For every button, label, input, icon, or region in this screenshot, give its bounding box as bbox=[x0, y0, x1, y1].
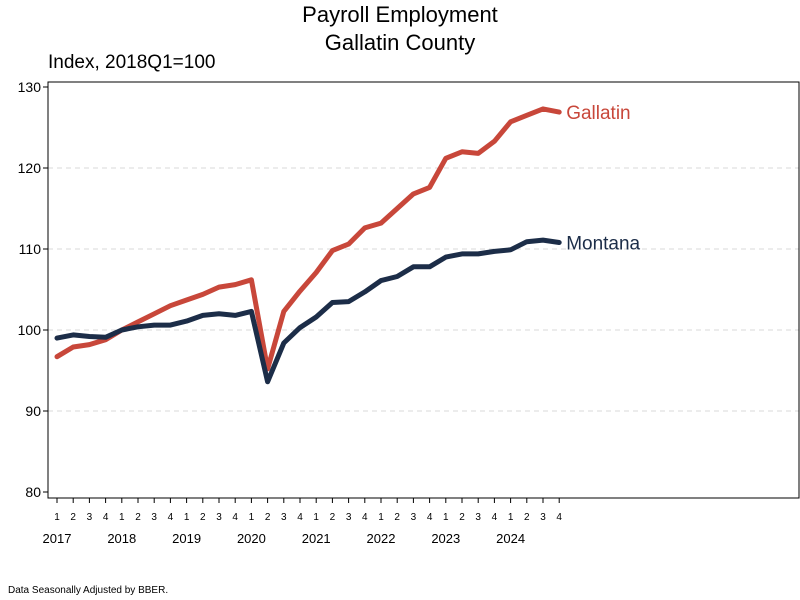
x-tick-label: 2 bbox=[135, 512, 141, 523]
x-tick-label: 3 bbox=[216, 512, 222, 523]
x-tick-label: 4 bbox=[232, 512, 238, 523]
y-tick-label: 100 bbox=[18, 322, 42, 338]
year-label: 2021 bbox=[302, 531, 331, 546]
x-tick-label: 2 bbox=[265, 512, 271, 523]
x-tick-label: 1 bbox=[249, 512, 255, 523]
series-lines bbox=[54, 106, 562, 385]
year-label: 2022 bbox=[367, 531, 396, 546]
chart-title: Payroll Employment bbox=[302, 2, 498, 27]
x-tick-label: 2 bbox=[200, 512, 206, 523]
series-line-montana bbox=[54, 237, 562, 385]
x-tick-label: 3 bbox=[411, 512, 417, 523]
y-tick-label: 120 bbox=[18, 160, 42, 176]
x-tick-label: 1 bbox=[313, 512, 319, 523]
x-tick-label: 4 bbox=[168, 512, 174, 523]
series-line-gallatin bbox=[54, 106, 562, 372]
year-label: 2019 bbox=[172, 531, 201, 546]
x-tick-label: 1 bbox=[184, 512, 190, 523]
series-label-gallatin: Gallatin bbox=[566, 103, 630, 124]
x-tick-label: 4 bbox=[492, 512, 498, 523]
footnote: Data Seasonally Adjusted by BBER. bbox=[8, 585, 169, 596]
x-tick-label: 3 bbox=[151, 512, 157, 523]
x-tick-label: 1 bbox=[443, 512, 449, 523]
y-tick-label: 90 bbox=[25, 403, 41, 419]
year-label: 2024 bbox=[496, 531, 525, 546]
plot-area bbox=[47, 81, 800, 499]
gridlines bbox=[48, 167, 799, 412]
y-axis-label: Index, 2018Q1=100 bbox=[48, 52, 216, 73]
x-tick-label: 4 bbox=[362, 512, 368, 523]
x-tick-label: 1 bbox=[54, 512, 60, 523]
series-labels: Gallatin Montana bbox=[566, 103, 640, 254]
x-tick-label: 2 bbox=[459, 512, 465, 523]
chart-subtitle: Gallatin County bbox=[324, 30, 476, 55]
x-tick-label: 3 bbox=[87, 512, 93, 523]
x-tick-label: 2 bbox=[330, 512, 336, 523]
x-tick-label: 3 bbox=[540, 512, 546, 523]
x-tick-label: 3 bbox=[475, 512, 481, 523]
x-tick-label: 4 bbox=[103, 512, 109, 523]
x-tick-label: 1 bbox=[378, 512, 384, 523]
x-tick-label: 1 bbox=[508, 512, 514, 523]
x-tick-label: 4 bbox=[427, 512, 433, 523]
year-label: 2017 bbox=[43, 531, 72, 546]
series-label-montana: Montana bbox=[566, 234, 640, 255]
year-label: 2020 bbox=[237, 531, 266, 546]
x-tick-label: 2 bbox=[524, 512, 530, 523]
x-tick-label: 3 bbox=[281, 512, 287, 523]
x-tick-label: 4 bbox=[297, 512, 303, 523]
x-tick-label: 4 bbox=[556, 512, 562, 523]
y-tick-label: 130 bbox=[18, 79, 42, 95]
year-label: 2023 bbox=[431, 531, 460, 546]
x-tick-label: 2 bbox=[394, 512, 400, 523]
year-label: 2018 bbox=[107, 531, 136, 546]
y-tick-label: 80 bbox=[25, 484, 41, 500]
y-tick-label: 110 bbox=[19, 241, 42, 257]
x-tick-label: 2 bbox=[70, 512, 76, 523]
x-tick-label: 1 bbox=[119, 512, 125, 523]
x-tick-label: 3 bbox=[346, 512, 352, 523]
